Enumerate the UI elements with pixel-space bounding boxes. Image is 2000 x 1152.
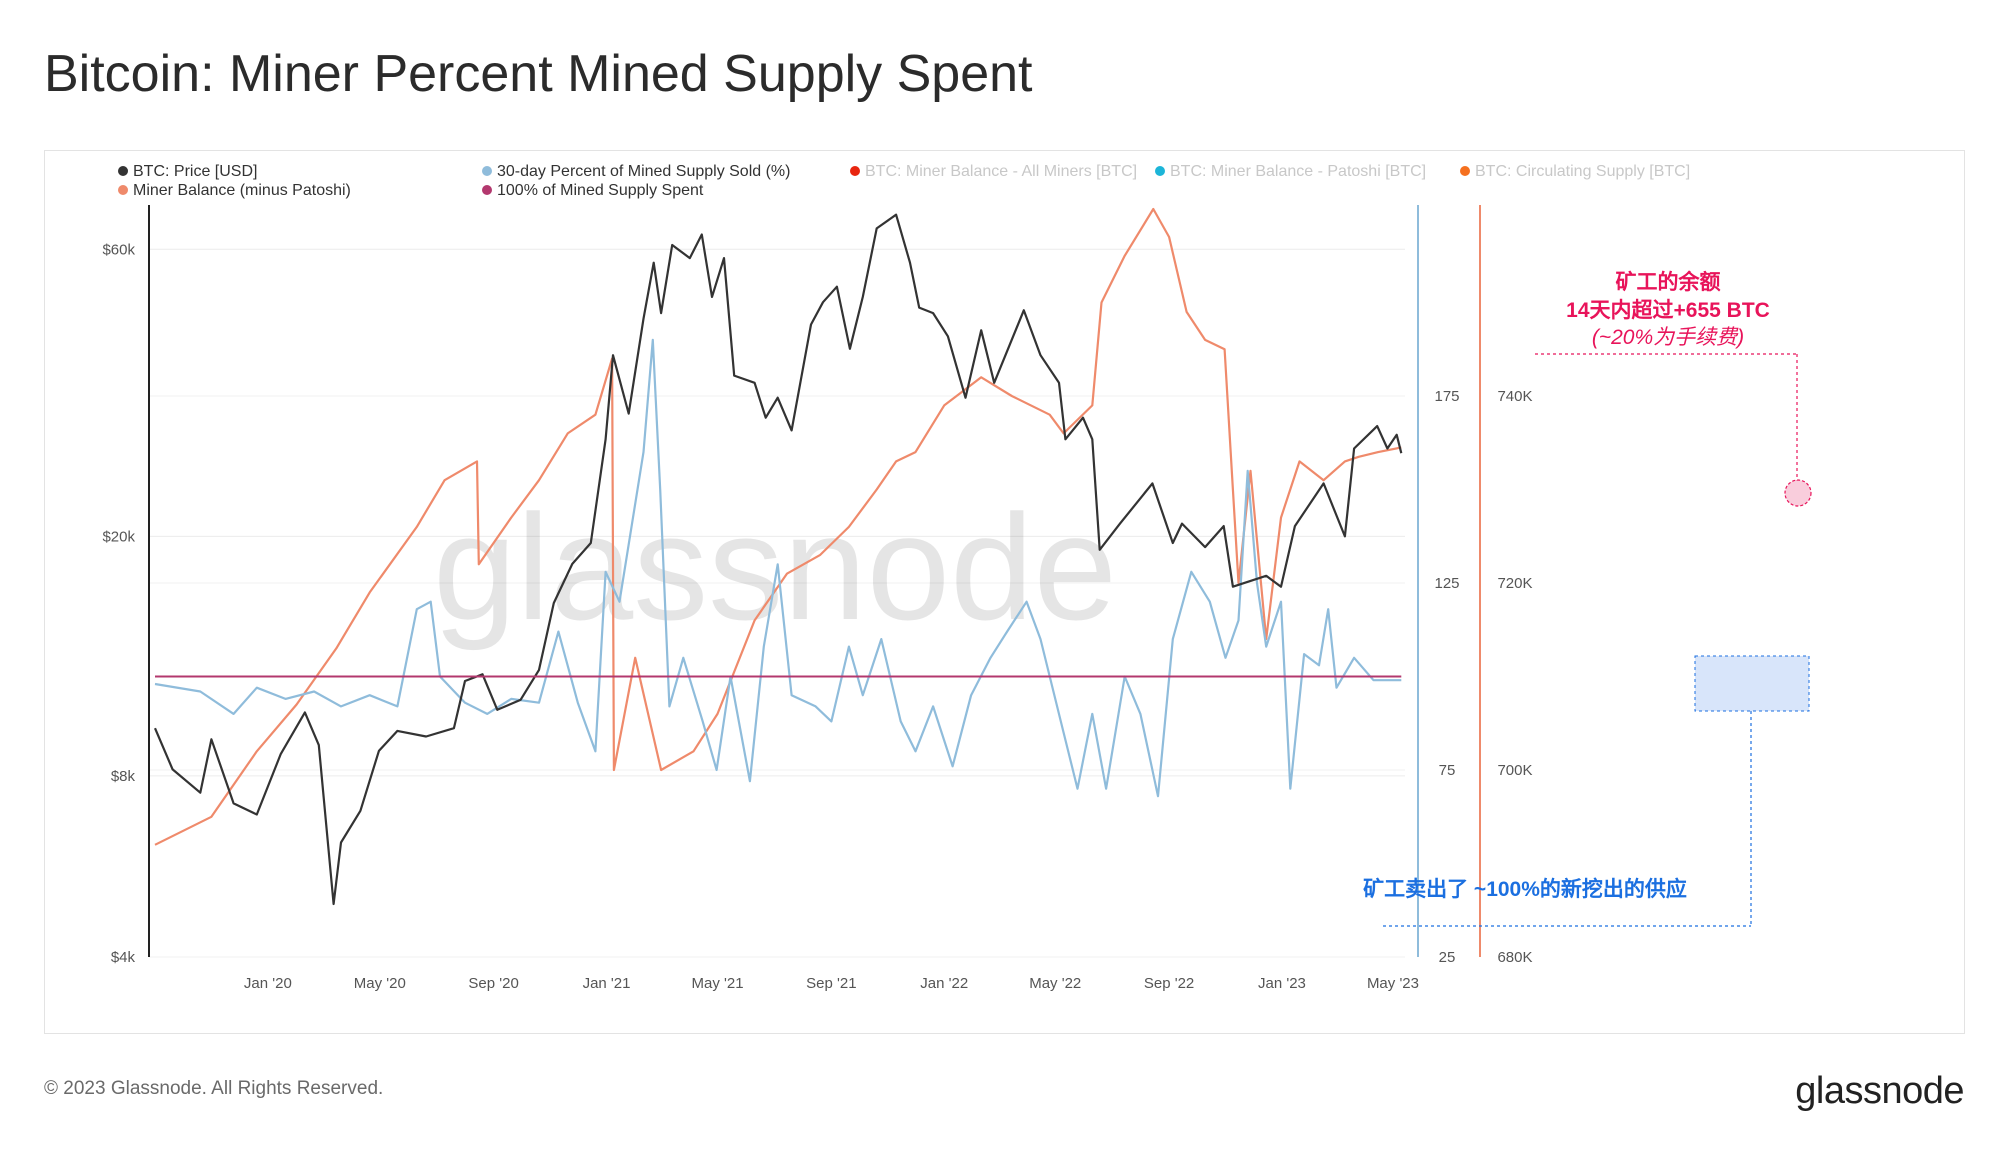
x-tick-label: Jan '23 <box>1258 975 1306 992</box>
x-tick-label: Jan '20 <box>244 975 292 992</box>
chart-container: glassnode $60k $20k $8k $4k 175 125 75 25 740K 72… <box>44 150 1965 1034</box>
legend-swatch <box>850 166 860 176</box>
x-tick-label: Sep '22 <box>1144 975 1194 992</box>
y-pct-tick-label: 25 <box>1439 949 1456 966</box>
y-pct-tick-label: 175 <box>1434 388 1459 405</box>
y-left-tick-label: $60k <box>102 241 135 258</box>
x-tick-label: Jan '22 <box>920 975 968 992</box>
y-right-tick-label: 720K <box>1497 575 1532 592</box>
y-right-tick-label: 680K <box>1497 949 1532 966</box>
legend-label: BTC: Price [USD] <box>133 163 257 180</box>
annotation-sold-text: 矿工卖出了 ~100%的新挖出的供应 <box>1363 877 1687 901</box>
watermark-text: glassnode <box>433 483 1117 651</box>
x-tick-label: May '20 <box>354 975 406 992</box>
copyright-text: © 2023 Glassnode. All Rights Reserved. <box>44 1078 384 1099</box>
series-layer <box>153 207 1403 906</box>
y-right-tick-label: 700K <box>1497 762 1532 779</box>
legend-swatch <box>118 166 128 176</box>
legend-label: Miner Balance (minus Patoshi) <box>133 182 351 199</box>
x-tick-label: Sep '21 <box>806 975 856 992</box>
x-tick-label: May '21 <box>692 975 744 992</box>
legend-swatch <box>118 185 128 195</box>
annotation-balance-marker <box>1784 479 1812 507</box>
y-right-tick-label: 740K <box>1497 388 1532 405</box>
x-tick-label: Sep '20 <box>468 975 518 992</box>
legend: BTC: Price [USD] 30-day Percent of Mined … <box>118 163 1690 199</box>
series-line-1 <box>154 338 1402 798</box>
legend-label: BTC: Miner Balance - All Miners [BTC] <box>865 163 1137 180</box>
legend-label: 100% of Mined Supply Spent <box>497 182 704 199</box>
legend-swatch <box>482 166 492 176</box>
chart-svg: glassnode $60k $20k $8k $4k 175 125 75 25 740K 72… <box>102 163 1812 992</box>
annotation-sold-box <box>1694 655 1810 712</box>
annotations: 矿工的余额 14天内超过+655 BTC (~20%为手续费) 矿工卖出了 ~100%… <box>1363 270 1812 927</box>
x-tick-label: May '23 <box>1367 975 1419 992</box>
legend-label: BTC: Miner Balance - Patoshi [BTC] <box>1170 163 1426 180</box>
x-tick-label: Jan '21 <box>583 975 631 992</box>
legend-label: 30-day Percent of Mined Supply Sold (%) <box>497 163 790 180</box>
legend-swatch <box>482 185 492 195</box>
annotation-balance-line3: (~20%为手续费) <box>1592 326 1744 349</box>
grid-lines <box>149 248 1405 958</box>
axes: $60k $20k $8k $4k 175 125 75 25 740K 720K 700K 680K… <box>102 205 1533 992</box>
x-tick-label: May '22 <box>1029 975 1081 992</box>
series-line-0 <box>153 213 1403 906</box>
watermark: glassnode <box>433 483 1117 651</box>
y-left-tick-label: $8k <box>111 768 136 785</box>
y-left-tick-label: $20k <box>102 528 135 545</box>
annotation-balance-line2: 14天内超过+655 BTC <box>1566 298 1770 322</box>
page-title: Bitcoin: Miner Percent Mined Supply Spen… <box>44 45 1033 103</box>
legend-label: BTC: Circulating Supply [BTC] <box>1475 163 1690 180</box>
glassnode-logo: glassnode <box>1795 1070 1964 1112</box>
legend-swatch <box>1155 166 1165 176</box>
y-pct-tick-label: 75 <box>1439 762 1456 779</box>
y-left-tick-label: $4k <box>111 949 136 966</box>
y-pct-tick-label: 125 <box>1434 575 1459 592</box>
legend-swatch <box>1460 166 1470 176</box>
annotation-balance-line1: 矿工的余额 <box>1616 270 1721 294</box>
